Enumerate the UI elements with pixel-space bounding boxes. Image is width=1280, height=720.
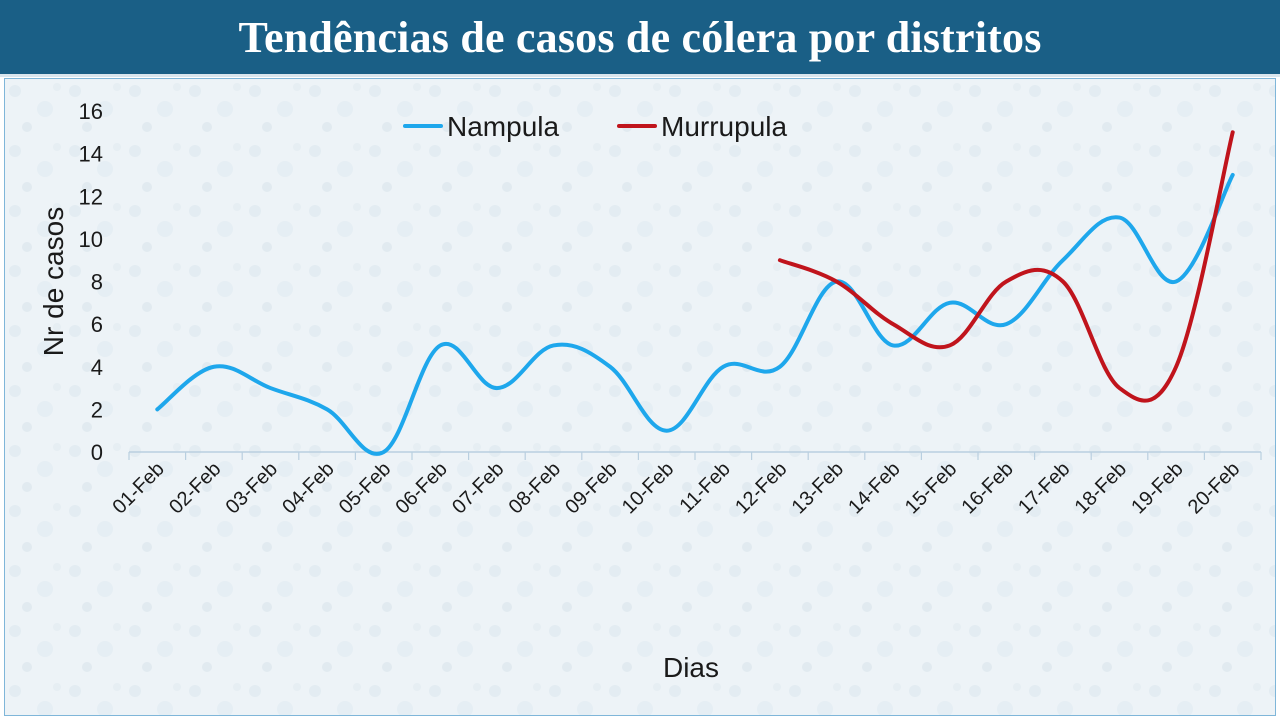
page-title: Tendências de casos de cólera por distri… (238, 12, 1042, 62)
title-bar: Tendências de casos de cólera por distri… (0, 0, 1280, 77)
chart-frame: 01-Feb 02-Feb 03-Feb 04-Feb 05-Feb 06-Feb 07-F… (4, 78, 1276, 716)
y-tick-label: 14 (79, 142, 103, 167)
y-tick-label: 6 (91, 312, 103, 337)
series-line-murrupula (777, 130, 1235, 403)
legend-label-murrupula: Murrupula (661, 111, 787, 142)
y-axis-title: Nr de casos (38, 207, 69, 356)
y-tick-label: 12 (79, 184, 103, 209)
y-tick-label: 0 (91, 440, 103, 465)
series-layer (155, 130, 1235, 456)
y-tick-label: 16 (79, 99, 103, 124)
y-tick-label: 10 (79, 227, 103, 252)
line-chart: 01-Feb02-Feb03-Feb04-Feb05-Feb06-Feb07-F… (5, 79, 1275, 715)
legend: Nampula Murrupula (403, 111, 787, 142)
plot-background (5, 79, 1275, 715)
y-tick-label: 8 (91, 270, 103, 295)
series-line-nampula (155, 172, 1235, 456)
x-axis-title: Dias (663, 652, 719, 683)
legend-label-nampula: Nampula (447, 111, 559, 142)
y-tick-label: 4 (91, 355, 103, 380)
y-tick-label: 2 (91, 397, 103, 422)
